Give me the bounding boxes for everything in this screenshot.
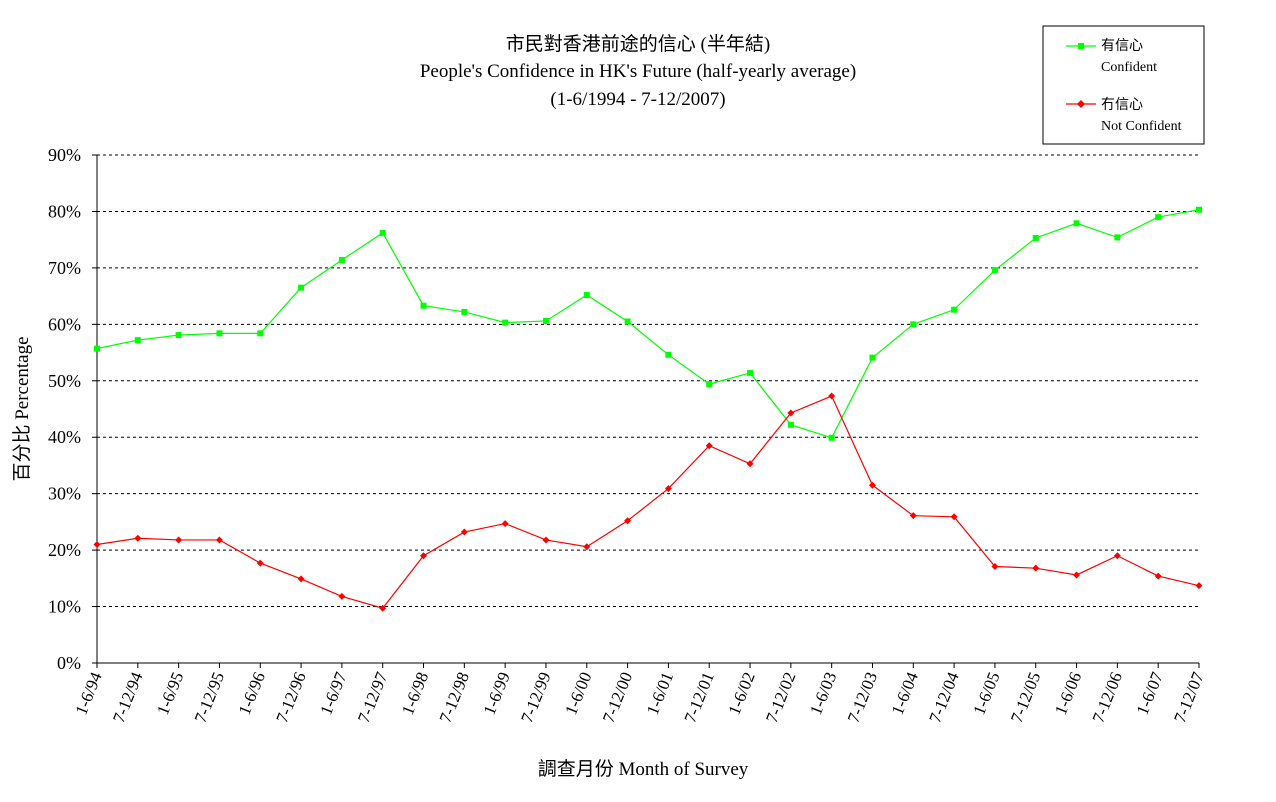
series-not-confident <box>93 392 1203 612</box>
series-line <box>96 395 1200 609</box>
data-point <box>1073 571 1081 579</box>
series-line <box>96 209 1200 439</box>
data-point <box>950 513 958 521</box>
data-point <box>665 351 672 358</box>
data-point <box>787 421 794 428</box>
data-point <box>338 256 345 263</box>
data-point <box>1154 572 1162 580</box>
legend: 有信心 Confident 冇信心 Not Confident <box>1042 25 1205 145</box>
data-point <box>909 512 917 520</box>
data-point <box>583 291 590 298</box>
legend-marker-confident <box>1078 43 1084 49</box>
data-point <box>460 528 468 536</box>
y-tick-label: 80% <box>48 201 81 221</box>
legend-marker-not-confident <box>1077 100 1085 108</box>
y-tick-label: 60% <box>48 314 81 334</box>
data-point <box>542 317 549 324</box>
data-point <box>420 552 428 560</box>
legend-label-confident-zh: 有信心 <box>1101 38 1143 54</box>
data-point <box>542 536 550 544</box>
data-point <box>134 534 142 542</box>
data-point <box>705 442 713 450</box>
data-point <box>175 536 183 544</box>
data-point <box>1155 214 1162 221</box>
data-point <box>951 306 958 313</box>
data-point <box>379 604 387 612</box>
x-axis-title: 調查月份 Month of Survey <box>538 758 749 780</box>
y-axis-title: 百分比 Percentage <box>11 336 33 481</box>
y-tick-label: 30% <box>48 484 81 504</box>
gridlines <box>97 154 1199 608</box>
data-point <box>502 319 509 326</box>
data-point <box>501 520 509 528</box>
data-point <box>420 302 427 309</box>
chart-title: 市民對香港前途的信心 (半年結) <box>506 33 770 55</box>
data-point <box>746 460 754 468</box>
data-point <box>216 330 223 337</box>
data-point <box>257 330 264 337</box>
data-point <box>583 543 591 551</box>
data-point <box>175 332 182 339</box>
data-point <box>297 575 305 583</box>
axes <box>96 155 1199 664</box>
data-point <box>624 517 632 525</box>
data-point <box>379 229 386 236</box>
y-tick-label: 0% <box>57 653 81 673</box>
data-point <box>747 369 754 376</box>
data-point <box>828 392 836 400</box>
y-axis-ticks: 0% 10% 20% 30% 40% 50% 60% 70% 80% 90% <box>48 145 97 673</box>
y-tick-label: 10% <box>48 597 81 617</box>
data-point <box>868 481 876 489</box>
data-point <box>1195 582 1203 590</box>
legend-label-confident-en: Confident <box>1101 60 1157 75</box>
data-point <box>1073 220 1080 227</box>
data-point <box>134 337 141 344</box>
y-tick-label: 90% <box>48 145 81 165</box>
data-point <box>1113 552 1121 560</box>
data-point <box>94 345 100 352</box>
data-point <box>624 318 631 325</box>
data-point <box>256 559 264 567</box>
legend-label-not-confident-en: Not Confident <box>1101 119 1182 134</box>
legend-label-not-confident-zh: 冇信心 <box>1101 97 1143 113</box>
data-point <box>338 592 346 600</box>
y-tick-label: 50% <box>48 371 81 391</box>
series-confident <box>94 206 1202 441</box>
series <box>93 206 1203 612</box>
data-point <box>828 434 835 441</box>
data-point <box>93 540 101 548</box>
data-point <box>1032 234 1039 241</box>
data-point <box>869 354 876 361</box>
data-point <box>1196 206 1202 213</box>
data-point <box>298 284 305 291</box>
legend-item-not-confident: 冇信心 Not Confident <box>1066 97 1182 134</box>
data-point <box>1032 564 1040 572</box>
chart-period: (1-6/1994 - 7-12/2007) <box>550 89 725 110</box>
data-point <box>910 321 917 328</box>
data-point <box>215 536 223 544</box>
data-point <box>664 485 672 493</box>
data-point <box>1114 234 1121 241</box>
y-tick-label: 40% <box>48 427 81 447</box>
data-point <box>787 409 795 417</box>
y-tick-label: 20% <box>48 540 81 560</box>
y-tick-label: 70% <box>48 258 81 278</box>
chart-subtitle: People's Confidence in HK's Future (half… <box>420 61 856 82</box>
legend-item-confident: 有信心 Confident <box>1066 38 1157 75</box>
data-point <box>991 562 999 570</box>
data-point <box>991 267 998 274</box>
data-point <box>461 308 468 315</box>
data-point <box>706 381 713 388</box>
